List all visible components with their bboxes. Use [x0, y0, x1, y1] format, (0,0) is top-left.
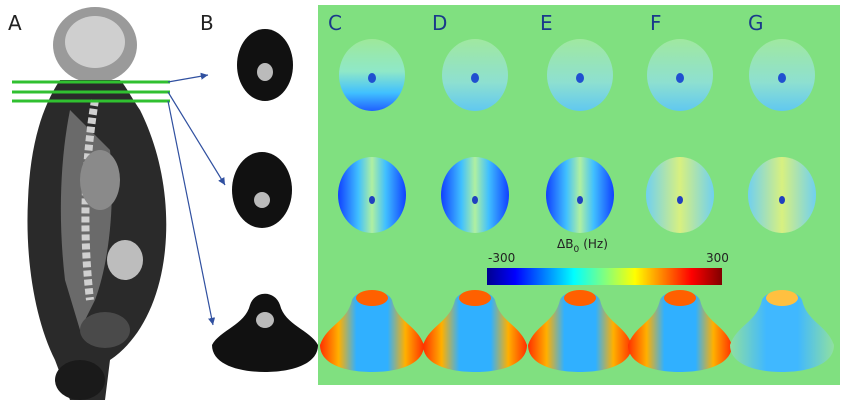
field-map-shape	[441, 157, 509, 233]
colorbar-symbol: ΔB	[557, 237, 573, 251]
axial-slices	[212, 29, 318, 372]
panel-label: D	[432, 11, 447, 35]
panel-label: F	[650, 11, 662, 35]
field-map-shape	[564, 290, 596, 306]
field-map-shape	[338, 157, 406, 233]
colorbar-subscript: 0	[573, 245, 579, 255]
colorbar	[487, 268, 722, 285]
field-map-shape	[646, 157, 714, 233]
field-map-shape	[472, 196, 478, 204]
field-map-shape	[576, 73, 584, 83]
panel-label: C	[328, 11, 342, 35]
field-map-shape	[577, 196, 583, 204]
sagittal-image	[12, 7, 225, 400]
panel-label: E	[540, 11, 553, 35]
field-map-shape	[778, 73, 786, 83]
field-map-shape	[459, 290, 491, 306]
field-map-shape	[664, 290, 696, 306]
field-map-shape	[748, 157, 816, 233]
field-map-shape	[368, 73, 376, 83]
field-map-shape	[676, 73, 684, 83]
panel-label: G	[748, 11, 764, 35]
field-map-shape	[766, 290, 798, 306]
field-map-shape	[356, 290, 388, 306]
colorbar-min: -300	[488, 251, 515, 265]
field-maps	[320, 39, 834, 372]
field-map-shape	[471, 73, 479, 83]
field-map-shape	[779, 196, 785, 204]
colorbar-unit: (Hz)	[583, 237, 608, 251]
figure: -300 300 ΔB0 (Hz) A B C D E F G	[0, 0, 845, 406]
field-map-shape	[677, 196, 683, 204]
panel-label: A	[8, 11, 22, 35]
panel-label: B	[200, 11, 214, 35]
field-map-shape	[369, 196, 375, 204]
colorbar-max: 300	[706, 251, 729, 265]
field-map-shape	[546, 157, 614, 233]
